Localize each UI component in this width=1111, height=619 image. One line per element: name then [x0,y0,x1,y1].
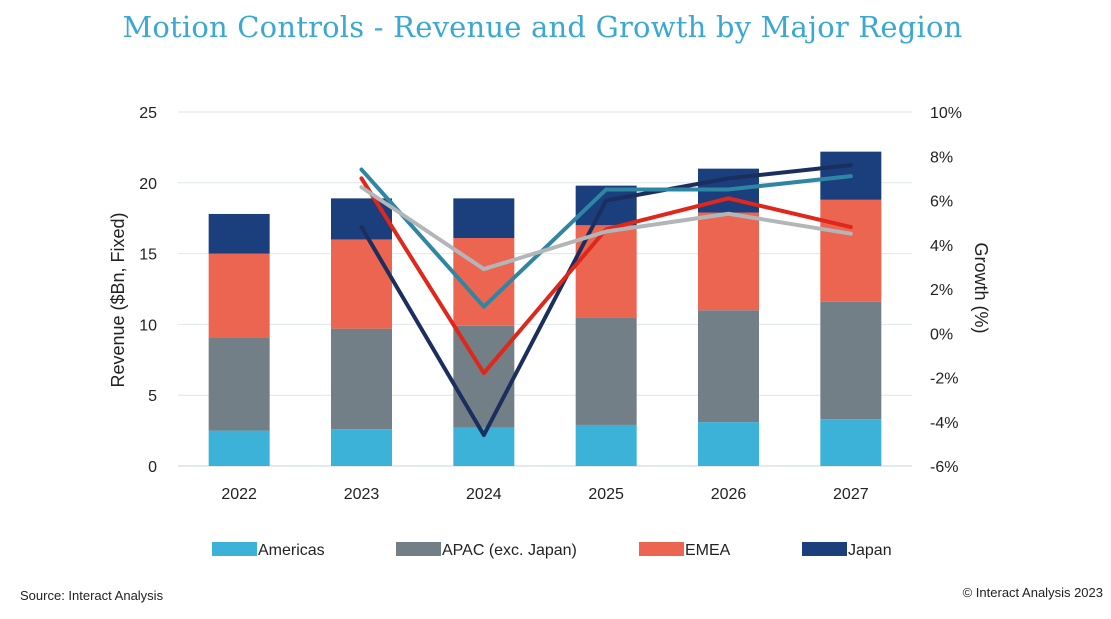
y-tick-label: 0 [148,459,157,476]
bar-segment [820,419,882,466]
bar-segment [698,310,759,423]
y2-tick-label: 2% [930,282,953,299]
y2-tick-label: 4% [930,238,953,255]
y-axis-title: Revenue ($Bn, Fixed) [108,212,128,387]
bar-segment [331,239,392,329]
x-tick-label: 2024 [466,486,502,503]
legend-label: Americas [258,542,325,559]
y-tick-label: 25 [139,105,157,122]
chart-title: Motion Controls - Revenue and Growth by … [122,10,963,44]
x-tick-label: 2026 [711,486,747,503]
source-note: Source: Interact Analysis [20,588,164,603]
bar-segment [453,198,515,239]
copyright-note: © Interact Analysis 2023 [962,585,1103,600]
x-tick-label: 2023 [344,486,380,503]
y2-tick-label: 6% [930,194,953,211]
y2-tick-label: -6% [930,459,958,476]
bar-segment [575,424,637,466]
x-tick-label: 2027 [833,486,869,503]
x-tick-label: 2025 [588,486,624,503]
bar-segment [208,253,270,338]
growth-line [359,185,853,272]
y2-tick-label: 10% [930,105,962,122]
y2-tick-label: -4% [930,415,958,432]
growth-lines-layer [359,163,853,438]
bar-segment [575,185,637,226]
bar-segment [208,213,270,254]
y-tick-label: 20 [139,176,157,193]
bar-segment [331,328,392,430]
y-tick-label: 5 [148,388,157,405]
bar-segment [208,337,270,431]
bars-layer [208,151,882,466]
y2-tick-label: -2% [930,371,958,388]
legend-swatch [212,542,257,556]
bar-segment [575,317,637,425]
legend-swatch [802,542,847,556]
legend-swatch [396,542,441,556]
bar-segment [698,212,759,311]
bar-segment [820,301,882,420]
grid-layer [178,111,912,467]
legend-swatch [639,542,684,556]
y2-tick-label: 8% [930,149,953,166]
bar-segment [208,430,270,466]
y-tick-label: 15 [139,247,157,264]
bar-segment [820,199,882,302]
growth-line [359,167,853,309]
bar-segment [331,198,392,240]
y2-tick-label: 0% [930,326,953,343]
x-tick-label: 2022 [221,486,257,503]
growth-line [359,163,853,438]
bar-segment [698,422,759,466]
legend-label: EMEA [685,542,731,559]
legend-label: Japan [848,542,892,559]
bar-segment [331,429,392,466]
growth-line [359,176,853,376]
y-tick-label: 10 [139,317,157,334]
legend-label: APAC (exc. Japan) [442,542,577,559]
y2-axis-title: Growth (%) [971,242,991,333]
legend: Americas APAC (exc. Japan) EMEA Japan [212,542,892,559]
